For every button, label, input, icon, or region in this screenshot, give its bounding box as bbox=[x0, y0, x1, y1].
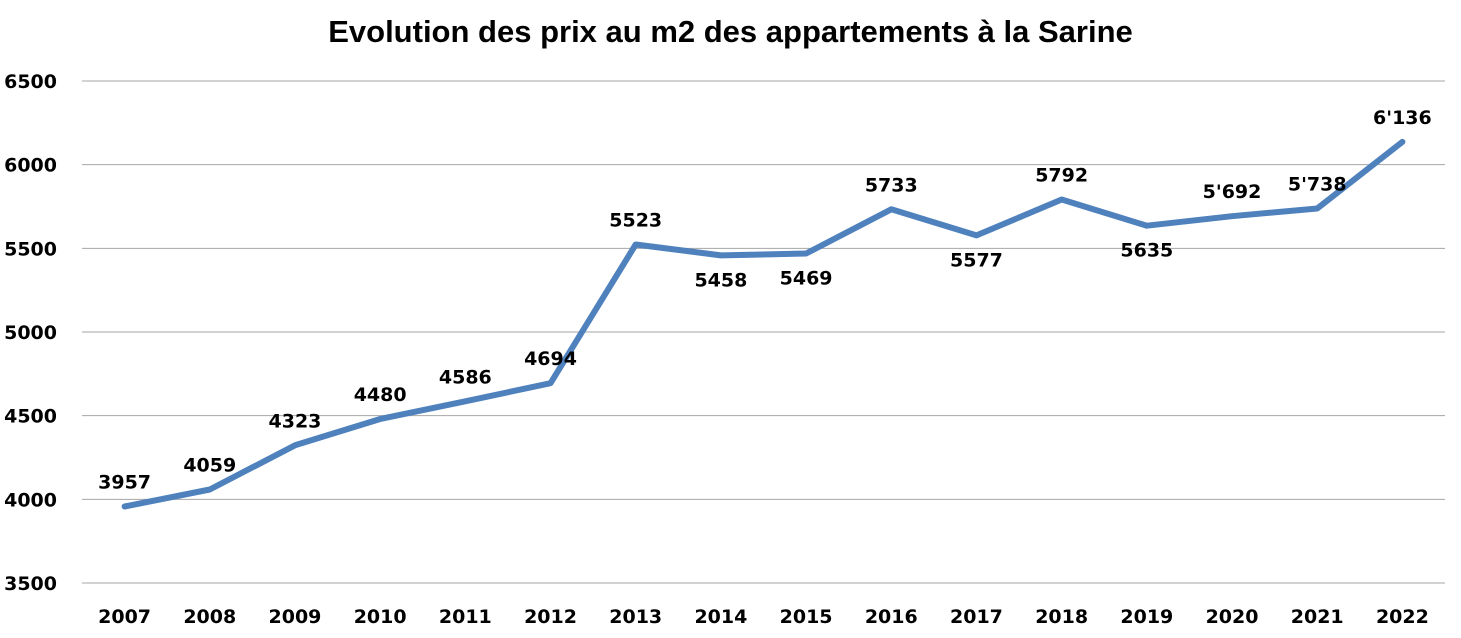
y-tick-label: 3500 bbox=[4, 573, 57, 595]
x-tick-label: 2007 bbox=[98, 606, 151, 628]
y-tick-label: 5000 bbox=[4, 322, 57, 344]
x-tick-label: 2009 bbox=[269, 606, 322, 628]
data-label: 5635 bbox=[1120, 240, 1173, 262]
x-tick-label: 2008 bbox=[183, 606, 236, 628]
x-tick-label: 2022 bbox=[1376, 606, 1429, 628]
chart-title: Evolution des prix au m2 des appartement… bbox=[328, 14, 1133, 49]
x-tick-label: 2020 bbox=[1206, 606, 1259, 628]
y-tick-label: 6000 bbox=[4, 155, 57, 177]
x-tick-label: 2011 bbox=[439, 606, 492, 628]
y-axis-ticks: 3500 4000 4500 5000 5500 6000 6500 bbox=[4, 71, 57, 595]
data-label: 5'738 bbox=[1288, 174, 1347, 196]
data-label: 4323 bbox=[269, 410, 322, 432]
y-tick-label: 5500 bbox=[4, 238, 57, 260]
x-tick-label: 2018 bbox=[1035, 606, 1088, 628]
data-label: 6'136 bbox=[1373, 107, 1432, 129]
x-tick-label: 2021 bbox=[1291, 606, 1344, 628]
data-label: 4480 bbox=[354, 384, 407, 406]
gridlines bbox=[82, 80, 1445, 584]
data-labels: 3957 4059 4323 4480 4586 4694 5523 5458 5469 5733… bbox=[98, 107, 1432, 494]
data-label: 5'692 bbox=[1203, 181, 1262, 203]
data-label: 4059 bbox=[183, 454, 236, 476]
y-tick-label: 4500 bbox=[4, 406, 57, 428]
data-label: 3957 bbox=[98, 472, 151, 494]
x-tick-label: 2014 bbox=[694, 606, 747, 628]
x-tick-label: 2015 bbox=[780, 606, 833, 628]
data-label: 5733 bbox=[865, 174, 918, 196]
y-tick-label: 6500 bbox=[4, 71, 57, 93]
series-group bbox=[121, 138, 1406, 510]
x-tick-label: 2013 bbox=[609, 606, 662, 628]
data-label: 4586 bbox=[439, 366, 492, 388]
data-label: 5469 bbox=[780, 268, 833, 290]
data-label: 4694 bbox=[524, 348, 577, 370]
x-axis-ticks: 2007 2008 2009 2010 2011 2012 2013 2014 2015 2016… bbox=[98, 606, 1429, 628]
y-tick-label: 4000 bbox=[4, 489, 57, 511]
data-label: 5458 bbox=[694, 269, 747, 291]
x-tick-label: 2010 bbox=[354, 606, 407, 628]
data-label: 5523 bbox=[609, 209, 662, 231]
series-line bbox=[121, 138, 1406, 510]
x-tick-label: 2016 bbox=[865, 606, 918, 628]
x-tick-label: 2019 bbox=[1120, 606, 1173, 628]
x-tick-label: 2017 bbox=[950, 606, 1003, 628]
data-label: 5792 bbox=[1035, 164, 1088, 186]
x-tick-label: 2012 bbox=[524, 606, 577, 628]
data-label: 5577 bbox=[950, 249, 1003, 271]
